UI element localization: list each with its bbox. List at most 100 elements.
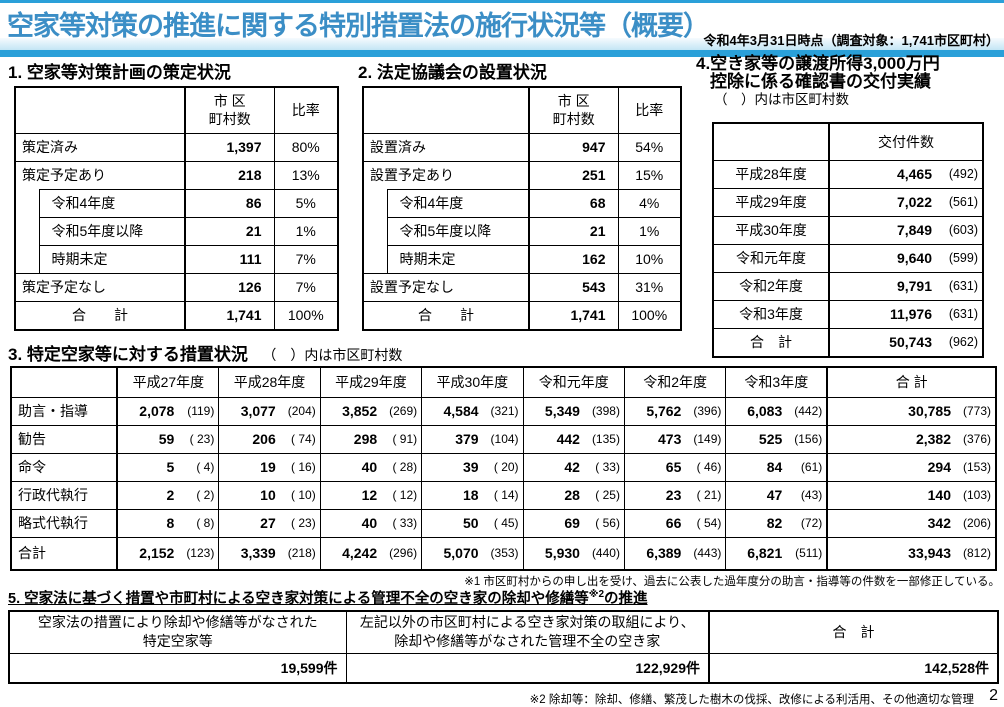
count-cell: 21 — [528, 216, 619, 246]
measure-label: 勧告 — [10, 424, 118, 454]
empty-header-cell — [14, 86, 186, 134]
section3-heading: 3. 特定空家等に対する措置状況 — [8, 345, 248, 364]
value-cell: 65( 46) — [623, 452, 727, 482]
total-row: 合 計 1,741 100% — [362, 300, 682, 331]
year-label: 令和元年度 — [712, 243, 830, 273]
measures-table: 平成27年度 平成28年度 平成29年度 平成30年度 令和元年度 令和2年度 … — [10, 366, 997, 571]
table-row: 平成28年度 4,465 (492) — [712, 159, 984, 189]
value-row: 19,599件 122,929件 142,528件 — [8, 652, 999, 684]
count-cell: 1,741 — [184, 300, 275, 331]
row-label-overflow — [39, 160, 186, 190]
value-num: 9,640 — [896, 250, 932, 266]
table-row: 令和元年度 9,640 (599) — [712, 243, 984, 273]
total-label: 合 計 — [14, 300, 186, 331]
value-num: 11,976 — [889, 306, 932, 322]
ratio-cell: 7% — [273, 244, 339, 274]
ratio-cell: 54% — [617, 132, 682, 162]
value-cell: 9,640 (599) — [828, 243, 984, 273]
footnote-2: ※2 除却等：除却、修繕、繁茂した樹木の伐採、改修による利活用、その他適切な管理 — [529, 694, 974, 706]
value-cell: 6,083 (442) — [725, 396, 828, 426]
value-cell: 19( 16) — [218, 452, 321, 482]
total-col-header: 合 計 — [826, 366, 997, 398]
col-header: 令和3年度 — [725, 366, 828, 398]
col2-header: 左記以外の市区町村による空き家対策の取組により、 除却や修繕等がなされた管理不全の… — [345, 610, 710, 654]
table-row: 設置予定なし 543 31% — [362, 272, 682, 302]
value-cell: 4,584 (321) — [421, 396, 524, 426]
value-cell: 59( 23) — [116, 424, 220, 454]
page-number: 2 — [989, 687, 998, 704]
value-cell: 6,389 (443) — [623, 536, 727, 571]
total-value-cell: 140 (103) — [826, 480, 997, 510]
count-cell: 68 — [528, 188, 619, 218]
ratio-cell: 100% — [273, 300, 339, 331]
value-cell: 5,762 (396) — [623, 396, 727, 426]
count-cell: 126 — [184, 272, 275, 302]
subrow-label: 時期未定 — [38, 244, 186, 274]
total-value-cell: 294 (153) — [826, 452, 997, 482]
table-row: 助言・指導 2,078 (119) 3,077 (204) 3,852 (269) 4… — [10, 396, 997, 426]
empty-header-cell — [10, 366, 118, 398]
table-row: 平成30年度 7,849 (603) — [712, 215, 984, 245]
measure-label: 命令 — [10, 452, 118, 482]
header-blue-bar — [0, 50, 1004, 57]
value-cell: 442 (135) — [522, 424, 625, 454]
ratio-cell: 10% — [617, 244, 682, 274]
row-label: 策定済み — [14, 132, 186, 162]
certificate-issued-table: 交付件数 平成28年度 4,465 (492) 平成29年度 7,022 (561)… — [712, 122, 984, 358]
ratio-cell: 4% — [617, 188, 682, 218]
value-cell: 3,852 (269) — [319, 396, 423, 426]
total-value-cell: 142,528件 — [708, 652, 999, 684]
row-label: 策定予定なし — [14, 272, 186, 302]
section3-paren-note: （ ）内は市区町村数 — [262, 347, 403, 363]
value-cell: 11,976 (631) — [828, 299, 984, 329]
count-cell: 543 — [528, 272, 619, 302]
value-cell: 18( 14) — [421, 480, 524, 510]
total-col-header: 合 計 — [708, 610, 999, 654]
table-row: 命令 5( 4) 19( 16) 40( 28) 39( 20) 42( 33)… — [10, 452, 997, 482]
section4-heading-line1: 4.空き家等の譲渡所得3,000万円 — [696, 54, 940, 73]
count-cell: 111 — [184, 244, 275, 274]
table-subrow: 時期未定 162 10% — [363, 244, 682, 274]
total-row: 合 計 1,741 100% — [14, 300, 339, 331]
plan-status-table: 市 区町村数 比率 策定済み 1,397 80% 策定予定あり 218 13% … — [14, 86, 339, 331]
value-cell: 12( 12) — [319, 480, 423, 510]
total-value-cell: 33,943 (812) — [826, 536, 997, 571]
table-header-row: 平成27年度 平成28年度 平成29年度 平成30年度 令和元年度 令和2年度 … — [10, 366, 997, 398]
value-cell: 42( 33) — [522, 452, 625, 482]
value-cell: 6,821 (511) — [725, 536, 828, 571]
value-cell: 47 (43) — [725, 480, 828, 510]
footnote-1: ※1 市区町村からの申し出を受け、過去に公表した過年度分の助言・指導等の件数を一… — [464, 576, 1000, 588]
col-header: 令和元年度 — [522, 366, 625, 398]
count-cell: 947 — [528, 132, 619, 162]
total-value-cell: 30,785 (773) — [826, 396, 997, 426]
page-title: 空家等対策の推進に関する特別措置法の施行状況等（概要） — [7, 11, 710, 41]
table-row: 行政代執行 2( 2) 10( 10) 12( 12) 18( 14) 28( … — [10, 480, 997, 510]
table-subrow: 時期未定 111 7% — [15, 244, 339, 274]
measure-label: 行政代執行 — [10, 480, 118, 510]
section2-heading: 2. 法定協議会の設置状況 — [358, 63, 547, 82]
value-cell: 2,078 (119) — [116, 396, 220, 426]
value-cell: 69( 56) — [522, 508, 625, 538]
table-header-row: 交付件数 — [712, 122, 984, 161]
table-subrow: 令和4年度 86 5% — [14, 188, 339, 274]
col-header: 平成30年度 — [421, 366, 524, 398]
year-label: 令和2年度 — [712, 271, 830, 301]
section5-heading-sup: ※2 — [588, 589, 605, 601]
section5-heading: 5. 空家法に基づく措置や市町村による空き家対策による管理不全の空き家の除却や修… — [8, 589, 648, 607]
table-subrow: 令和5年度以降 21 1% — [363, 216, 682, 246]
table-row: 略式代執行 8( 8) 27( 23) 40( 33) 50( 45) 69( … — [10, 508, 997, 538]
table-row: 設置予定あり 251 15% — [362, 160, 682, 190]
ratio-header: 比率 — [617, 86, 682, 134]
value-cell: 28( 25) — [522, 480, 625, 510]
measure-label: 助言・指導 — [10, 396, 118, 426]
subrow-label: 令和5年度以降 — [38, 216, 186, 246]
table-row: 設置済み 947 54% — [362, 132, 682, 162]
value-cell: 3,077 (204) — [218, 396, 321, 426]
ratio-cell: 13% — [273, 160, 339, 190]
ratio-cell: 5% — [273, 188, 339, 218]
row-label: 設置予定なし — [362, 272, 530, 302]
table-header-row: 市 区町村数 比率 — [14, 86, 339, 134]
count-cell: 86 — [184, 188, 275, 218]
ratio-cell: 100% — [617, 300, 682, 331]
ratio-header: 比率 — [273, 86, 339, 134]
